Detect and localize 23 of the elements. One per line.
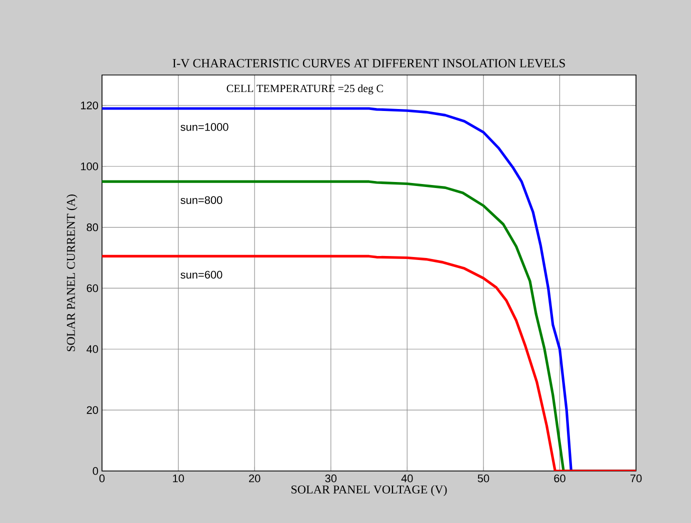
x-axis-title: SOLAR PANEL VOLTAGE (V) [292, 485, 447, 496]
x-tick-label: 20 [249, 474, 260, 482]
y-tick-label: 40 [86, 345, 98, 354]
y-tick-label: 60 [86, 284, 98, 292]
y-tick-label: 20 [86, 406, 98, 414]
series-label: sun=1000 [180, 123, 228, 131]
line-series [102, 254, 636, 471]
x-tick-label: 30 [325, 474, 337, 482]
x-tick-label: 40 [401, 474, 413, 482]
y-tick-label: 100 [81, 162, 98, 170]
chart-title: I-V CHARACTERISTIC CURVES AT DIFFERENT INSOLATION LEVELS [172, 59, 565, 68]
y-axis-title: SOLAR PANEL CURRENT (A) [66, 194, 78, 352]
annotation: CELL TEMPERATURE =25 deg C [226, 84, 383, 94]
x-tick-label: 60 [554, 474, 566, 482]
series-label: sun=800 [180, 196, 222, 204]
series-label: sun=600 [180, 270, 222, 279]
y-tick-label: 80 [86, 223, 98, 232]
y-tick-label: 120 [81, 102, 98, 110]
x-tick-label: 10 [173, 474, 184, 482]
x-tick-label: 0 [99, 474, 105, 482]
x-tick-label: 70 [630, 474, 642, 482]
x-tick-label: 50 [478, 474, 490, 482]
y-tick-label: 0 [92, 467, 98, 475]
